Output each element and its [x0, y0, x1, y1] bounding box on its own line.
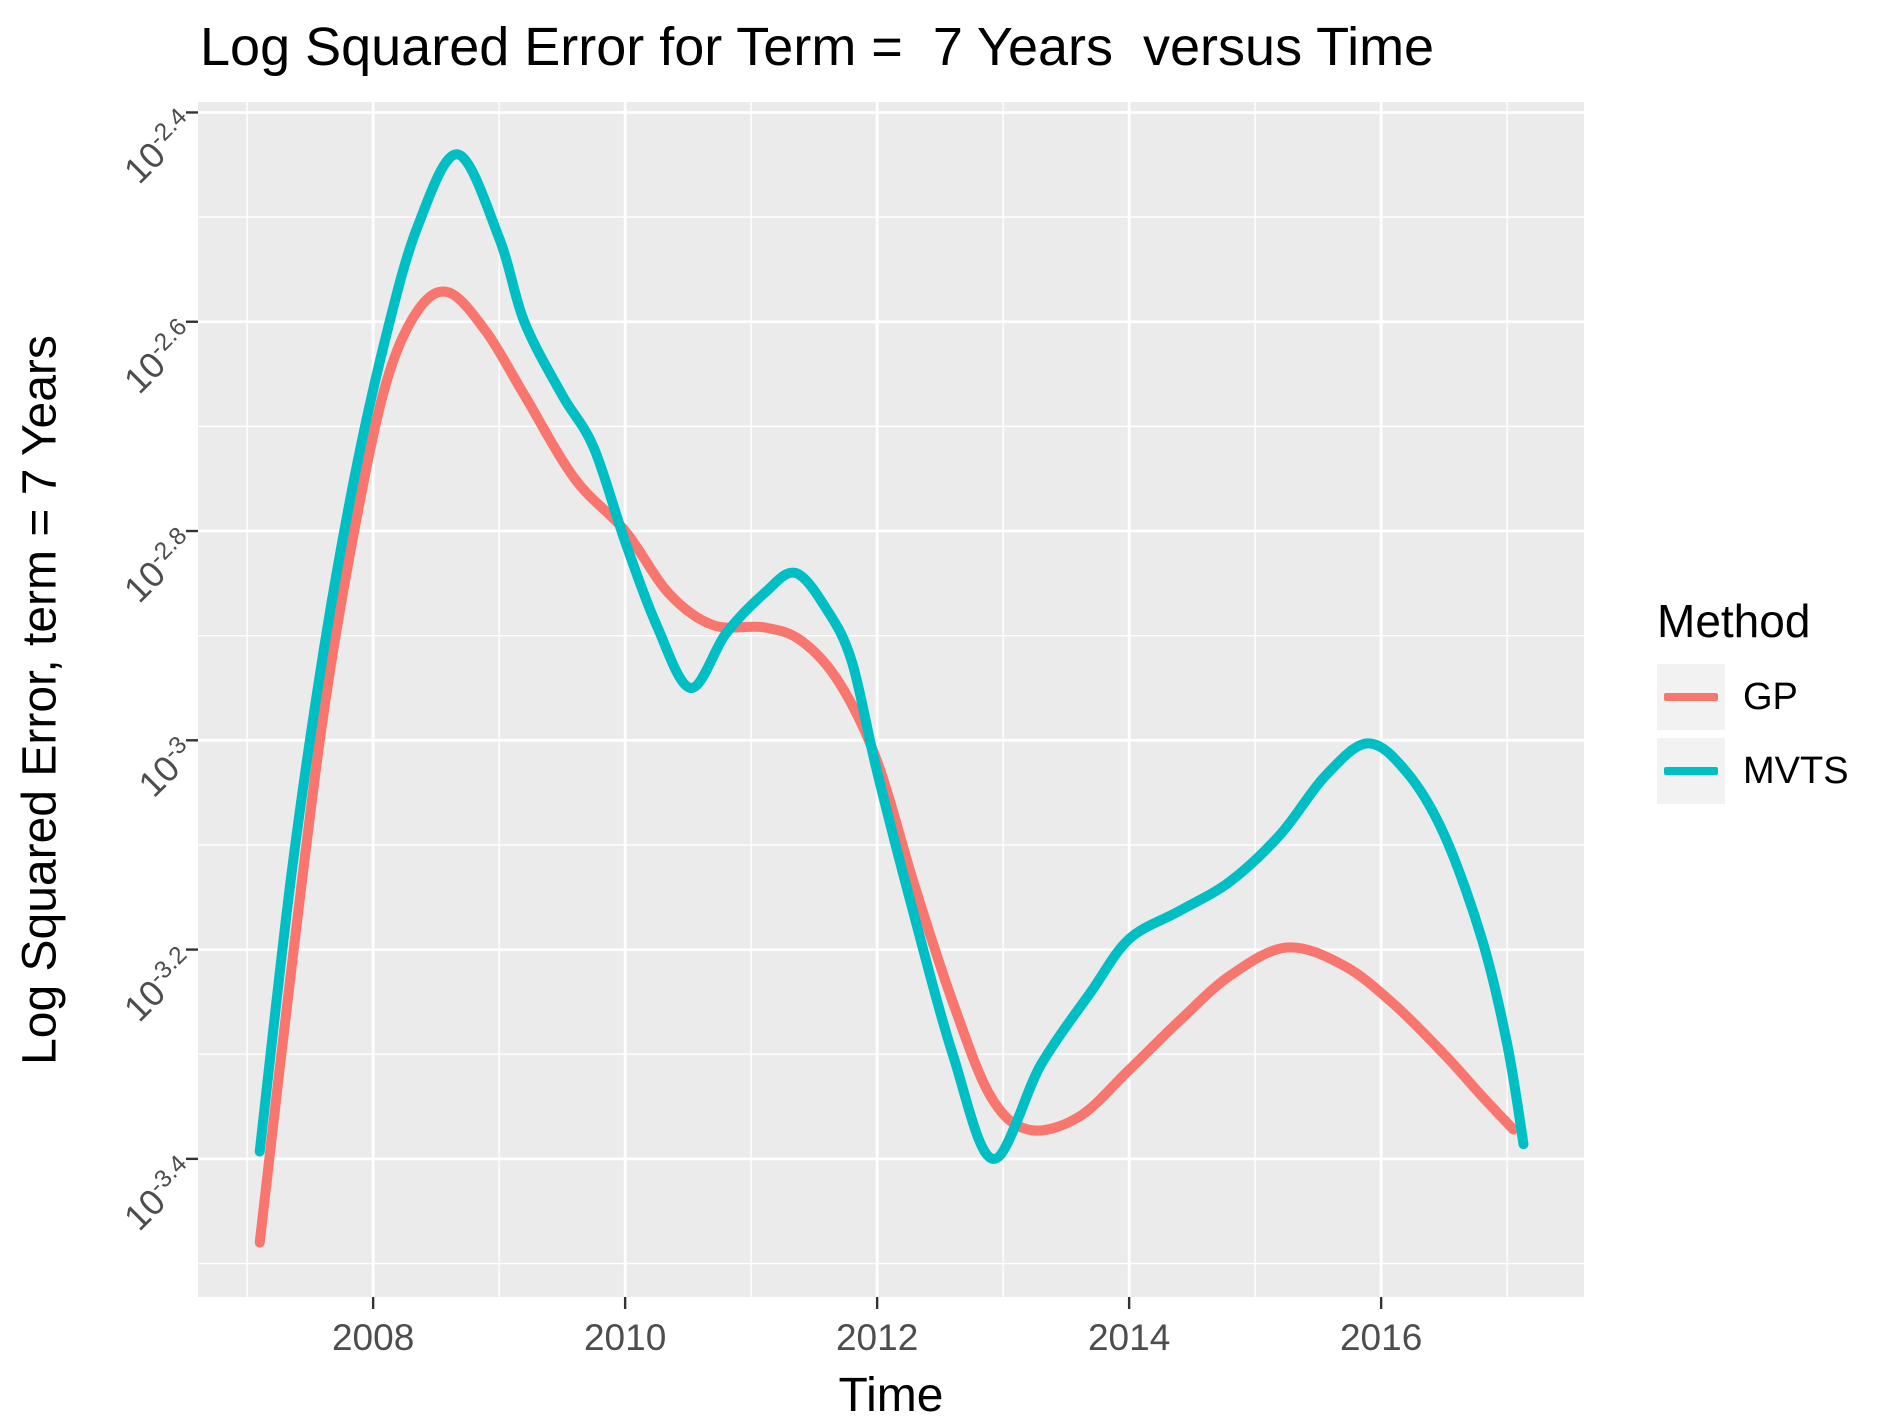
- legend-key-mvts: [1657, 738, 1725, 804]
- legend-title: Method: [1657, 595, 1811, 647]
- legend: Method GP MVTS: [1657, 594, 1849, 812]
- mvts-key-line-icon: [1664, 767, 1718, 775]
- legend-entry-gp: GP: [1657, 664, 1849, 730]
- legend-entry-mvts: MVTS: [1657, 738, 1849, 804]
- legend-label-mvts: MVTS: [1743, 749, 1849, 792]
- gp-key-line-icon: [1664, 693, 1718, 701]
- x-tick-label: 2010: [583, 1317, 667, 1358]
- legend-key-gp: [1657, 664, 1725, 730]
- mvts-line: [254, 149, 1529, 1164]
- x-tick-label: 2014: [1087, 1317, 1171, 1358]
- gp-line: [254, 286, 1519, 1248]
- x-tick-label: 2016: [1339, 1317, 1423, 1358]
- panel-background: [198, 102, 1584, 1297]
- x-tick-label: 2008: [331, 1317, 415, 1358]
- x-tick-label: 2012: [835, 1317, 919, 1358]
- x-axis-title: Time: [838, 1369, 944, 1422]
- legend-label-gp: GP: [1743, 675, 1798, 718]
- chart-title: Log Squared Error for Term = 7 Years ver…: [200, 17, 1435, 77]
